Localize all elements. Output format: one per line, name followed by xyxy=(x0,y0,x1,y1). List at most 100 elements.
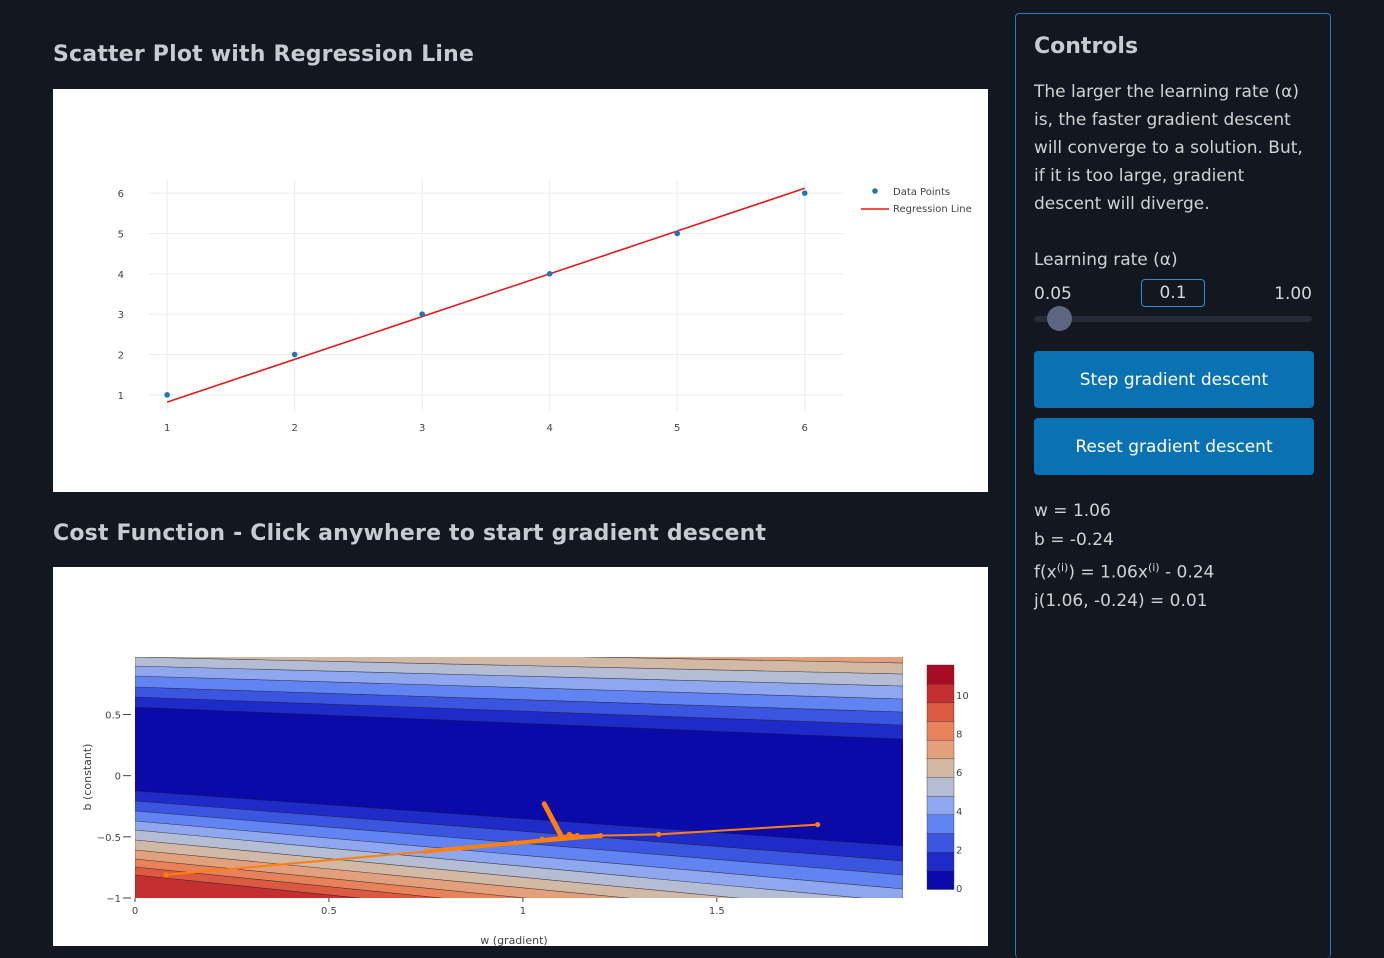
colorbar-segment xyxy=(926,664,955,685)
scatter-points xyxy=(164,190,808,398)
scatter-plot[interactable]: 1 2 3 4 5 6 1 2 3 4 5 6 Data Points Regression Lin… xyxy=(53,89,988,492)
scatter-legend[interactable]: Data Points Regression Line xyxy=(861,187,972,215)
scatter-x-tick-label: 6 xyxy=(802,423,808,434)
contour-band xyxy=(135,874,362,898)
contour-band xyxy=(135,657,903,675)
cost-y-tick-label: 0 xyxy=(115,772,121,783)
contour-band xyxy=(135,790,903,862)
cost-x-tick-label: 0.5 xyxy=(321,906,337,917)
scatter-grid xyxy=(148,179,843,411)
learning-rate-input[interactable] xyxy=(1141,279,1205,307)
contour-band xyxy=(135,866,444,898)
cost-y-ticks: 0.5 0 −0.5 −1 xyxy=(97,710,131,905)
w-value: w = 1.06 xyxy=(1034,501,1111,521)
contour-band xyxy=(135,639,903,654)
descent-step-marker xyxy=(539,836,545,842)
data-point xyxy=(801,190,808,196)
scatter-y-tick-label: 6 xyxy=(118,189,124,200)
contour-band xyxy=(135,810,903,890)
descent-step-marker xyxy=(423,848,429,855)
colorbar-segment xyxy=(926,720,955,741)
colorbar-tick-label: 2 xyxy=(956,845,962,856)
colorbar-segment xyxy=(926,832,955,853)
colorbar-tick-label: 10 xyxy=(956,691,969,702)
legend-points-marker xyxy=(872,188,878,194)
reset-gradient-descent-button[interactable]: Reset gradient descent xyxy=(1034,418,1314,475)
contour-band xyxy=(135,839,741,898)
descent-step-marker xyxy=(656,831,662,837)
learning-rate-description: The larger the learning rate (α) is, the… xyxy=(1034,82,1303,214)
legend-points-label[interactable]: Data Points xyxy=(893,187,950,198)
learning-rate-slider[interactable] xyxy=(1034,306,1312,331)
contour-band xyxy=(135,657,903,687)
scatter-x-tick-label: 5 xyxy=(674,423,680,434)
cost-x-ticks: 0 0.5 1 1.5 xyxy=(132,898,725,917)
scatter-x-tick-label: 1 xyxy=(164,423,170,434)
gradient-descent-path xyxy=(163,801,821,878)
learning-rate-row: 0.05 1.00 xyxy=(1034,279,1312,313)
contour-band xyxy=(135,829,864,898)
scatter-y-tick-label: 4 xyxy=(118,270,124,281)
colorbar-tick-label: 4 xyxy=(956,807,962,818)
descent-step-marker xyxy=(163,872,169,878)
scatter-y-tick-label: 1 xyxy=(118,391,124,402)
descent-step-marker xyxy=(597,833,604,839)
cost-function-panel[interactable]: 0 0.5 1 1.5 0.5 0 −0.5 −1 w (gradient) b (cons… xyxy=(53,567,988,946)
colorbar-segment xyxy=(926,702,955,722)
descent-step-marker xyxy=(566,831,573,837)
cost-y-axis-label: b (constant) xyxy=(81,744,94,811)
colorbar-segment xyxy=(926,758,955,778)
scatter-x-tick-label: 3 xyxy=(419,423,425,434)
model-equation: f(x(i)) = 1.06x(i) - 0.24 xyxy=(1034,561,1215,583)
learning-rate-max: 1.00 xyxy=(1274,284,1312,304)
colorbar-segment xyxy=(926,683,955,704)
colorbar-tick-label: 0 xyxy=(956,884,962,895)
b-value: b = -0.24 xyxy=(1034,529,1114,550)
scatter-plot-panel[interactable]: 1 2 3 4 5 6 1 2 3 4 5 6 Data Points Regression Lin… xyxy=(53,89,988,492)
controls-title: Controls xyxy=(1034,34,1139,59)
cost-value: j(1.06, -0.24) = 0.01 xyxy=(1034,591,1208,612)
controls-panel: Controls The larger the learning rate (α… xyxy=(1015,13,1331,958)
scatter-x-tick-label: 2 xyxy=(291,423,297,434)
contour-band xyxy=(135,675,903,713)
contour-band xyxy=(135,696,903,740)
colorbar-segment xyxy=(926,776,955,797)
contour-area[interactable] xyxy=(135,617,903,946)
contour-band xyxy=(135,665,903,700)
contour-band xyxy=(580,657,903,664)
data-point xyxy=(291,351,298,358)
contour-band xyxy=(135,849,630,898)
cost-function-title: Cost Function - Click anywhere to start … xyxy=(53,521,767,546)
cost-x-tick-label: 1.5 xyxy=(709,906,725,917)
data-point xyxy=(419,311,425,317)
regression-line xyxy=(166,187,805,403)
descent-start-segment xyxy=(541,801,565,840)
data-point xyxy=(164,392,170,398)
contour-band xyxy=(135,820,903,898)
cost-x-axis-label: w (gradient) xyxy=(480,934,547,946)
scatter-plot-title: Scatter Plot with Regression Line xyxy=(53,42,475,67)
cost-x-tick-label: 1 xyxy=(520,906,526,917)
cost-y-tick-label: −0.5 xyxy=(97,833,121,844)
colorbar: 0 2 4 6 8 10 xyxy=(926,664,969,895)
colorbar-segment xyxy=(926,739,955,760)
cost-y-tick-label: 0.5 xyxy=(105,710,121,721)
colorbar-segment xyxy=(926,851,955,872)
scatter-y-tick-label: 5 xyxy=(118,229,124,240)
descent-step-marker xyxy=(559,834,565,840)
data-point xyxy=(674,230,681,237)
results-panel: w = 1.06 b = -0.24 f(x(i)) = 1.06x(i) - … xyxy=(1034,497,1312,616)
step-gradient-descent-button[interactable]: Step gradient descent xyxy=(1034,351,1314,408)
data-point xyxy=(546,271,553,277)
descent-step-marker xyxy=(574,833,580,839)
descent-step-marker xyxy=(815,821,821,828)
contour-bands xyxy=(135,639,903,898)
scatter-y-ticks: 1 2 3 4 5 6 xyxy=(118,189,124,402)
colorbar-segment xyxy=(926,870,955,890)
cost-y-tick-label: −1 xyxy=(106,894,121,905)
cost-contour-plot[interactable]: 0 0.5 1 1.5 0.5 0 −0.5 −1 w (gradient) b (cons… xyxy=(53,567,988,946)
learning-rate-slider-handle[interactable] xyxy=(1046,306,1072,331)
scatter-x-tick-label: 4 xyxy=(547,423,553,434)
scatter-y-tick-label: 3 xyxy=(118,310,124,321)
legend-line-label[interactable]: Regression Line xyxy=(893,204,972,215)
